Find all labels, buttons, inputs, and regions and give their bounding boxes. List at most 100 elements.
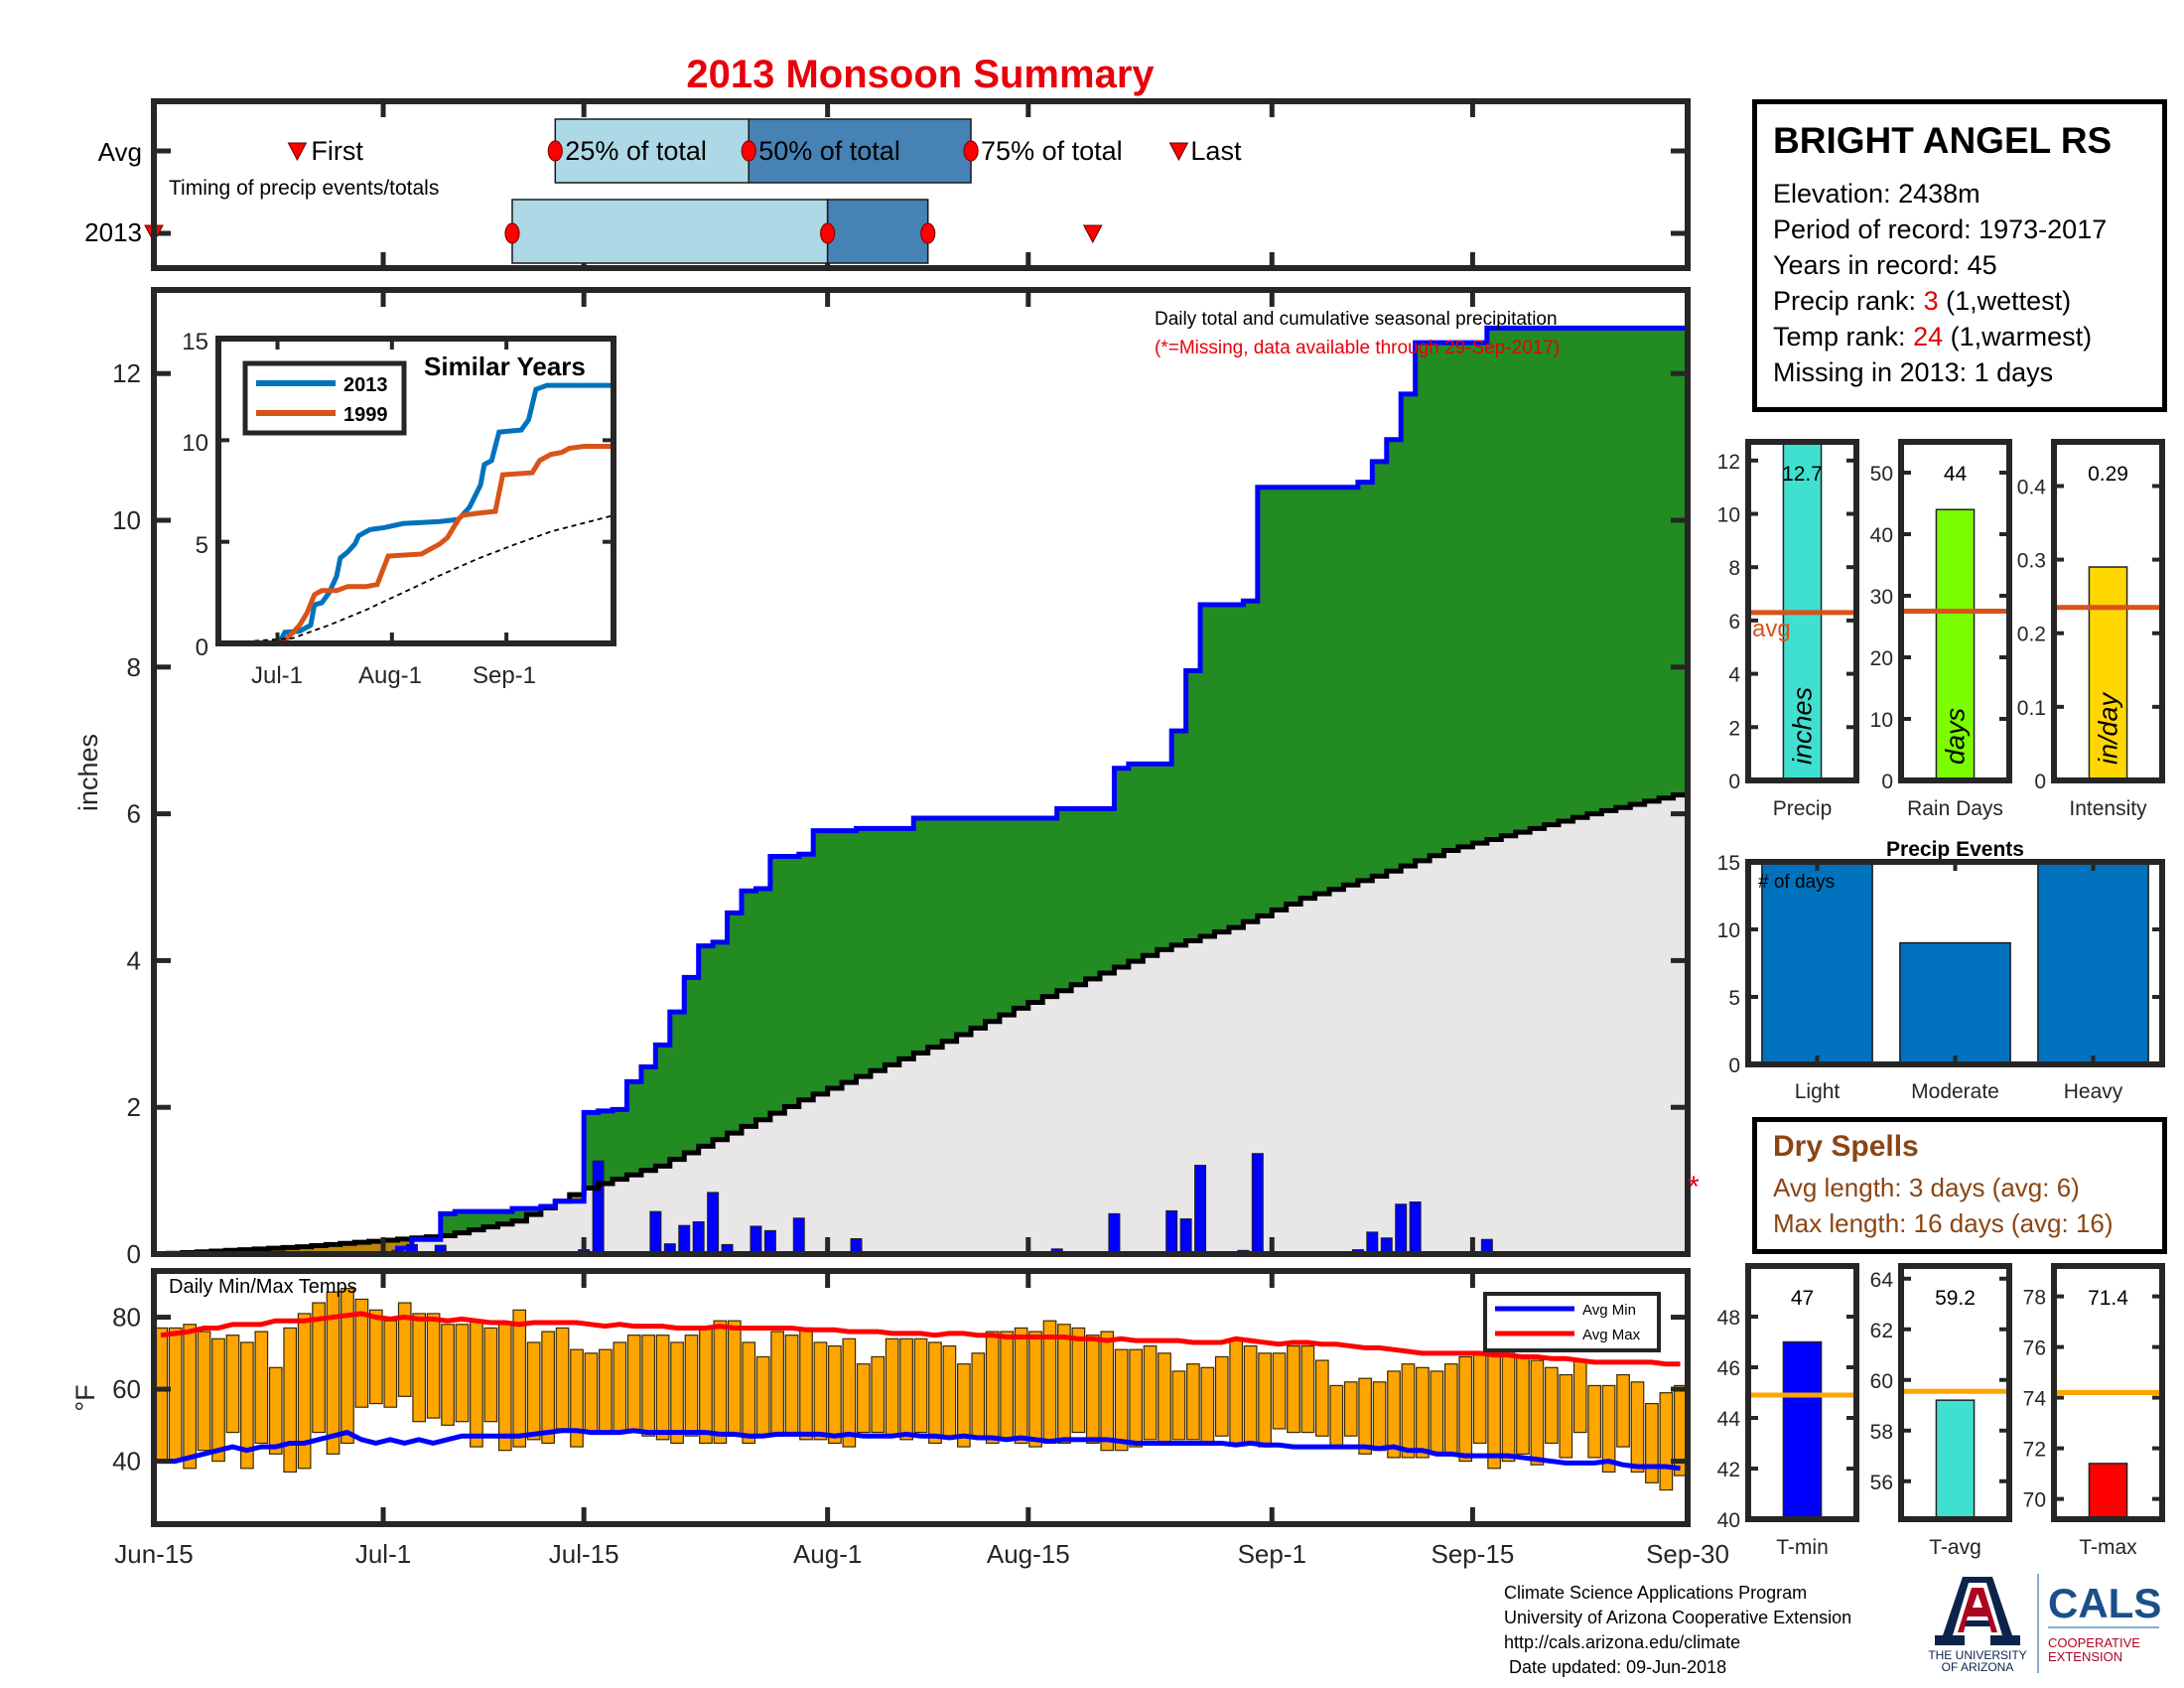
main-ytick-label: 10 [112, 505, 141, 535]
timing-bar-25-50 [511, 199, 829, 264]
daily-temp-bar [1458, 1355, 1473, 1463]
main-frame [151, 287, 1691, 1257]
events-ytick-label: 5 [1728, 987, 1740, 1010]
summary-value: 12.7 [1782, 463, 1823, 486]
daily-temp-bar [1158, 1352, 1171, 1445]
marker-75pct [920, 222, 936, 244]
inset-xtick: Aug-1 [358, 662, 422, 689]
legend-label-avg-max: Avg Max [1582, 1327, 1641, 1343]
daily-temp-bar [326, 1291, 341, 1455]
marker-last-icon [1082, 224, 1103, 244]
label-first: First [311, 136, 363, 166]
daily-temp-bar [1114, 1348, 1129, 1452]
precip-rank-label: Precip rank: [1773, 286, 1924, 316]
station-elevation: Elevation: 2438m [1773, 179, 1980, 209]
summary-frame [2051, 439, 2165, 783]
daily-temp-bar [268, 1366, 283, 1455]
daily-temp-bar [1314, 1359, 1329, 1437]
timing-row-label-2013: 2013 [84, 217, 142, 247]
daily-temp-bar [1329, 1384, 1344, 1448]
average-label: avg [1752, 616, 1791, 642]
daily-temp-bar [383, 1320, 398, 1408]
summary-ytick-label: 0 [1881, 771, 1893, 793]
inset-line-avg [217, 514, 614, 644]
precip-events-frame [1745, 859, 2165, 1067]
daily-temp-bar [1530, 1359, 1545, 1466]
daily-temp-bar [1071, 1327, 1086, 1434]
summary-unit: in/day [2094, 691, 2123, 765]
summary-xlabel: T-min [1776, 1536, 1829, 1559]
daily-temp-bar [1401, 1363, 1416, 1459]
daily-temp-bar [885, 1337, 899, 1437]
timing-frame [151, 98, 1691, 271]
summary-ytick-label: 56 [1870, 1472, 1893, 1494]
daily-temp-bar [1587, 1384, 1602, 1459]
summary-ytick-label: 70 [2023, 1489, 2046, 1512]
summary-ytick-label: 74 [2023, 1388, 2047, 1411]
daily-temp-bar [1000, 1331, 1015, 1441]
daily-temp-bar [1057, 1324, 1071, 1445]
daily-temp-bar [1272, 1352, 1287, 1430]
events-ytick-label: 0 [1728, 1055, 1740, 1077]
avg-area [154, 791, 1688, 1254]
summary-ytick-label: 12 [1717, 451, 1740, 474]
daily-temp-bar [297, 1313, 312, 1470]
daily-temp-bar [1430, 1370, 1444, 1455]
timing-subtitle: Timing of precip events/totals [169, 177, 439, 200]
daily-temp-bar [1545, 1366, 1559, 1445]
daily-temp-bar [985, 1331, 1000, 1445]
summary-ytick-label: 20 [1870, 647, 1893, 670]
daily-temp-bar [541, 1331, 555, 1445]
dry-spells-avg-length: Avg length: 3 days (avg: 6) [1773, 1173, 2080, 1202]
daily-temp-bar [1516, 1355, 1530, 1455]
daily-temp-bar [1143, 1344, 1158, 1441]
summary-ytick-label: 0.4 [2017, 476, 2047, 498]
precip-events-title: Precip Events [1886, 838, 2024, 861]
temp-rank: Temp rank: 24 (1,warmest) [1773, 319, 2146, 354]
summary-ytick-label: 48 [1717, 1307, 1740, 1330]
daily-temp-bar [1601, 1384, 1616, 1474]
daily-temp-bar [1343, 1381, 1358, 1437]
credit-line: http://cals.arizona.edu/climate [1504, 1632, 1741, 1652]
daily-temp-bar [626, 1335, 641, 1434]
summary-ytick-label: 58 [1870, 1421, 1893, 1444]
daily-temp-bar [1645, 1402, 1659, 1483]
daily-temp-bar [570, 1348, 584, 1448]
summary-xlabel: T-avg [1929, 1536, 1981, 1559]
daily-temp-bar [784, 1335, 799, 1437]
daily-temp-bar [1186, 1363, 1200, 1441]
daily-temp-bar [225, 1335, 240, 1434]
daily-temp-bar [1129, 1348, 1143, 1448]
main-ytick-label: 6 [127, 799, 141, 829]
daily-temp-bar [211, 1337, 225, 1463]
daily-precip-bar [792, 1217, 805, 1255]
marker-last-icon [1168, 142, 1189, 162]
daily-temp-bar [397, 1302, 412, 1397]
summary-unit: days [1941, 708, 1971, 765]
summary-frame [1745, 1263, 1859, 1522]
daily-temp-bar [799, 1327, 813, 1441]
summary-xlabel: T-max [2079, 1536, 2137, 1559]
daily-temp-bar [1443, 1363, 1458, 1455]
daily-temp-bar [942, 1344, 957, 1437]
inset-ytick: 0 [196, 634, 208, 661]
temp-label: Daily Min/Max Temps [169, 1276, 357, 1298]
summary-ytick-label: 10 [1870, 709, 1893, 732]
daily-precip-bar [1165, 1209, 1178, 1255]
daily-precip-bar [1409, 1201, 1422, 1255]
cumulative-2013-line [154, 325, 1688, 1257]
summary-ytick-label: 30 [1870, 586, 1893, 609]
x-tick-label: Jul-15 [549, 1539, 619, 1569]
label-last: Last [1190, 136, 1242, 166]
summary-ytick-label: 50 [1870, 463, 1893, 486]
x-axis: Jun-15 Jul-1 Jul-15 Aug-1 Aug-15 Sep-1 Sep-15 S… [114, 1539, 1729, 1569]
daily-temp-bar [1200, 1366, 1215, 1445]
summary-value: 0.29 [2088, 463, 2128, 486]
temp-rank-label: Temp rank: [1773, 322, 1914, 352]
daily-temp-bar [813, 1341, 828, 1441]
precip-events-bar [1761, 861, 1873, 1065]
daily-temp-bar [283, 1327, 298, 1474]
inset-title: Similar Years [424, 352, 586, 381]
avg-min-line [161, 1428, 1681, 1472]
summary-bar-t-avg [1935, 1399, 1976, 1520]
